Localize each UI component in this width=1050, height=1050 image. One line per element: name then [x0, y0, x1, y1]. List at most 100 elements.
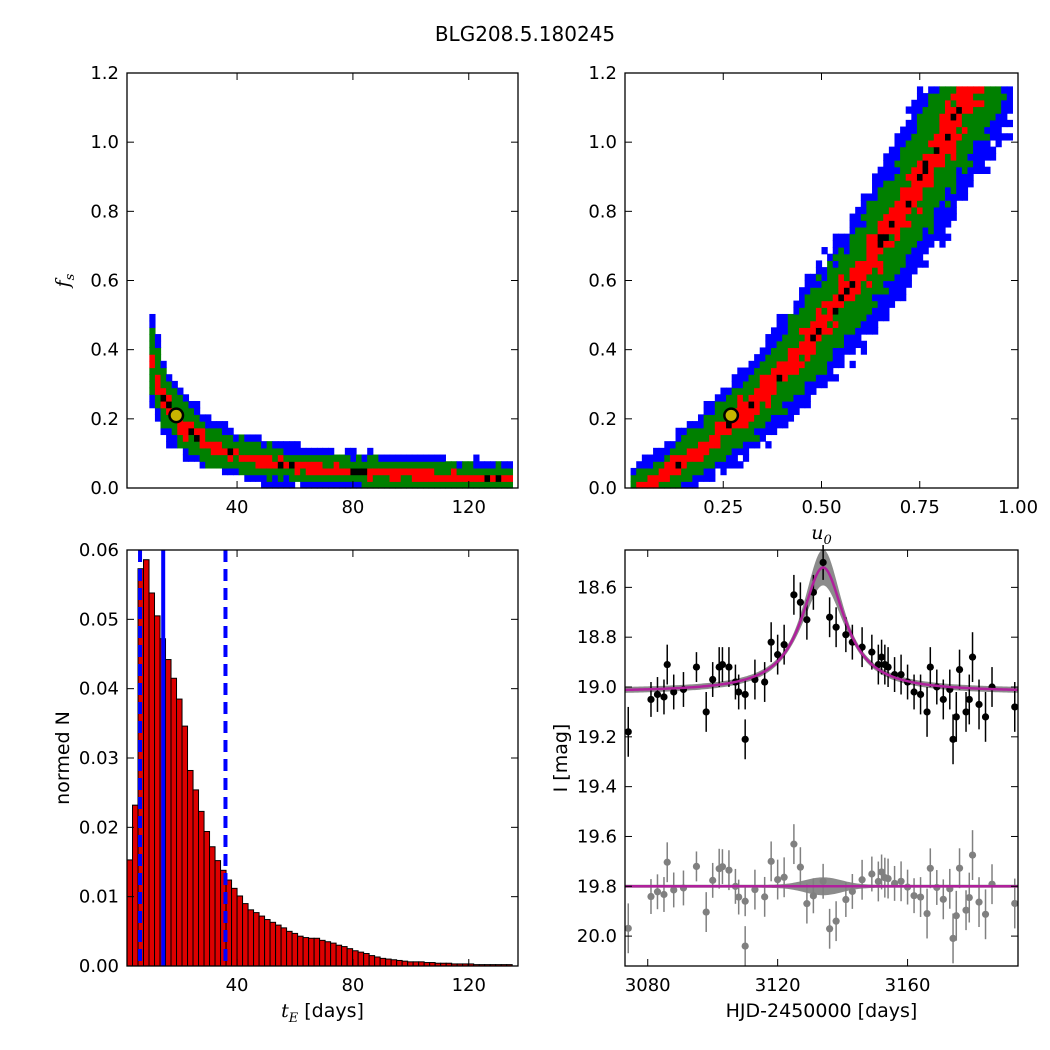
- heatmap-cell: [686, 427, 693, 436]
- heatmap-cell: [810, 360, 817, 369]
- heatmap-cell: [843, 260, 851, 268]
- heatmap-cell: [799, 300, 806, 308]
- heatmap-cell: [686, 454, 693, 462]
- heatmap-cell: [149, 400, 156, 409]
- heatmap-cell: [647, 467, 654, 476]
- heatmap-cell: [754, 441, 761, 449]
- heatmap-cell: [821, 313, 828, 322]
- heatmap-cell: [849, 213, 856, 221]
- heatmap-cell: [900, 273, 907, 282]
- heatmap-cell: [160, 400, 167, 409]
- heatmap-cell: [383, 461, 391, 469]
- heatmap-cell: [945, 119, 952, 128]
- heatmap-cell: [967, 139, 974, 148]
- heatmap-cell: [787, 334, 795, 342]
- heatmap-cell: [210, 441, 217, 449]
- heatmap-cell: [490, 481, 497, 489]
- heatmap-cell: [754, 400, 761, 409]
- heatmap-cell: [238, 441, 245, 449]
- heatmap-cell: [799, 313, 806, 322]
- heatmap-cell: [945, 206, 952, 215]
- heatmap-cell: [849, 327, 856, 335]
- heatmap-cell: [916, 247, 924, 255]
- heatmap-cell: [720, 394, 727, 402]
- heatmap-cell: [916, 233, 924, 241]
- heatmap-cell: [973, 166, 980, 175]
- heatmap-cell: [849, 320, 856, 328]
- heatmap-cell: [860, 233, 868, 241]
- heatmap-cell: [339, 474, 346, 482]
- heatmap-cell: [973, 133, 980, 141]
- heatmap-cell: [294, 467, 301, 476]
- heatmap-cell: [793, 407, 800, 415]
- heatmap-cell: [439, 467, 446, 476]
- heatmap-cell: [855, 273, 862, 282]
- heatmap-cell: [714, 400, 722, 409]
- heatmap-cell: [799, 380, 806, 389]
- heatmap-cell: [843, 327, 851, 335]
- data-point: [741, 690, 749, 699]
- heatmap-cell: [933, 166, 940, 175]
- heatmap-cell: [888, 300, 896, 308]
- heatmap-cell: [855, 260, 862, 268]
- heatmap-cell: [249, 474, 257, 482]
- heatmap-cell: [1001, 113, 1008, 121]
- heatmap-cell: [389, 474, 396, 482]
- heatmap-cell: [900, 293, 907, 302]
- heatmap-cell: [956, 139, 963, 148]
- heatmap-cell: [731, 447, 738, 456]
- heatmap-cell: [928, 139, 935, 148]
- heatmap-cell: [894, 200, 901, 208]
- heatmap-cell: [188, 400, 195, 409]
- heatmap-cell: [821, 273, 828, 282]
- heatmap-cell: [860, 226, 868, 235]
- heatmap-cell: [770, 347, 778, 355]
- data-point: [832, 623, 840, 631]
- histogram-bar: [368, 955, 376, 967]
- heatmap-cell: [961, 166, 969, 175]
- heatmap-cell: [205, 421, 212, 429]
- heatmap-cell: [827, 267, 834, 275]
- heatmap-cell: [894, 226, 901, 235]
- heatmap-cell: [748, 367, 755, 375]
- heatmap-cell: [945, 86, 952, 94]
- heatmap-cell: [288, 441, 296, 449]
- y-tick-label: 0.2: [588, 409, 617, 430]
- data-point: [670, 688, 678, 696]
- heatmap-cell: [194, 454, 201, 462]
- heatmap-cell: [815, 347, 823, 355]
- heatmap-cell: [686, 467, 693, 476]
- heatmap-cell: [194, 407, 201, 415]
- heatmap-cell: [883, 253, 890, 262]
- y-tick-label: 0.8: [588, 201, 617, 222]
- heatmap-cell: [641, 461, 649, 469]
- x-tick-label: 120: [452, 975, 486, 996]
- heatmap-cell: [961, 146, 969, 154]
- heatmap-cell: [950, 146, 957, 154]
- heatmap-cell: [860, 220, 868, 228]
- heatmap-cell: [787, 380, 795, 389]
- heatmap-cell: [950, 93, 957, 101]
- heatmap-cell: [916, 166, 924, 175]
- heatmap-cell: [411, 481, 419, 489]
- heatmap-cell: [160, 367, 167, 375]
- heatmap-cell: [328, 467, 335, 476]
- heatmap-cell: [973, 160, 980, 168]
- heatmap-cell: [945, 193, 952, 201]
- heatmap-cell: [765, 380, 772, 389]
- heatmap-cell: [199, 427, 206, 436]
- heatmap-cell: [490, 474, 497, 482]
- heatmap-cell: [328, 474, 335, 482]
- heatmap-cell: [641, 454, 649, 462]
- heatmap-cell: [154, 394, 162, 402]
- heatmap-cell: [261, 481, 268, 489]
- heatmap-cell: [950, 180, 957, 188]
- axes-frame: [126, 72, 519, 489]
- heatmap-cell: [922, 160, 929, 168]
- heatmap-cell: [883, 226, 890, 235]
- heatmap-cell: [799, 334, 806, 342]
- heatmap-cell: [939, 180, 946, 188]
- heatmap-cell: [776, 380, 783, 389]
- heatmap-cell: [344, 467, 352, 476]
- heatmap-cell: [754, 421, 761, 429]
